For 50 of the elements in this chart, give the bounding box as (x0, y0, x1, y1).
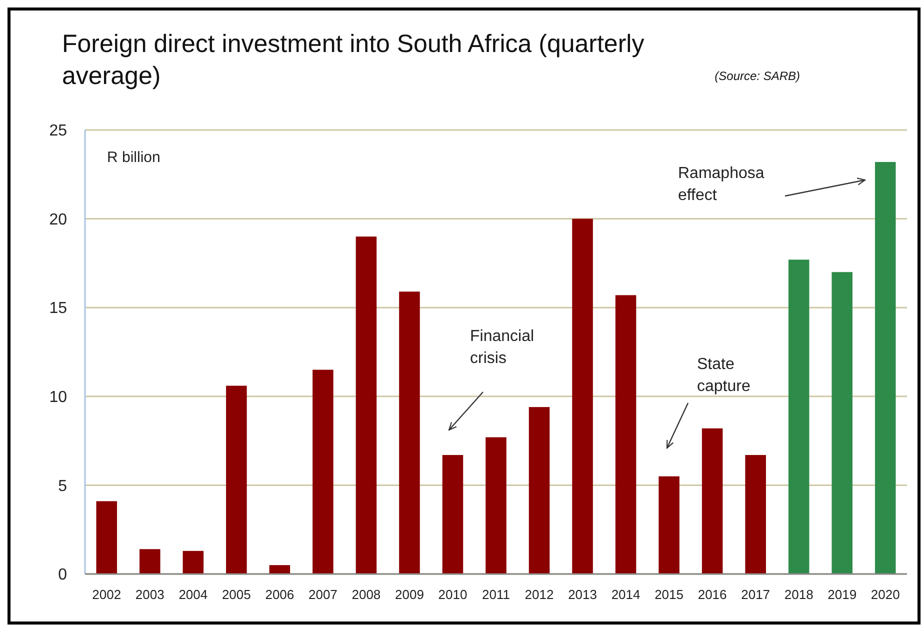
bar (572, 218, 593, 574)
y-axis-title: R billion (107, 149, 160, 166)
x-tick-label: 2014 (611, 587, 640, 602)
bar (356, 236, 377, 574)
x-tick-label: 2010 (438, 587, 468, 602)
x-tick-label: 2003 (135, 587, 164, 602)
x-tick-label: 2013 (568, 587, 597, 602)
y-tick-label: 20 (49, 211, 68, 228)
x-tick-label: 2016 (698, 587, 727, 602)
bar (226, 386, 247, 574)
y-tick-label: 0 (58, 566, 68, 584)
annotation: State capture (697, 356, 750, 395)
bar (745, 455, 766, 574)
chart-title: Foreign direct investment into South Africa (quarterly average) (62, 30, 645, 90)
x-tick-label: 2009 (395, 587, 424, 602)
bar (140, 549, 160, 574)
bar (874, 162, 896, 574)
x-tick-label: 2005 (222, 587, 251, 602)
text: (Source: SARB) (714, 69, 800, 83)
annotation: Ramaphosa effect (678, 165, 764, 204)
bar (832, 272, 852, 574)
x-tick-label: 2019 (828, 587, 857, 602)
x-tick-label: 2007 (308, 587, 338, 602)
bar (658, 476, 680, 574)
bar (702, 428, 723, 574)
annotation: Financial crisis (470, 328, 534, 367)
y-tick-label: 25 (49, 122, 68, 140)
x-tick-label: 2006 (265, 587, 294, 602)
y-tick-label: 5 (58, 478, 68, 495)
x-tick-label: 2004 (178, 587, 208, 602)
bar (182, 550, 204, 574)
bar (442, 455, 464, 574)
bar (269, 565, 290, 574)
x-tick-label: 2012 (524, 587, 554, 602)
bar (788, 260, 810, 574)
x-tick-label: 2011 (482, 587, 510, 602)
bar (615, 295, 636, 574)
x-tick-label: 2002 (92, 587, 122, 602)
x-tick-label: 2018 (784, 587, 814, 602)
x-tick-label: 2008 (352, 587, 381, 602)
bar (96, 501, 118, 574)
bar (528, 407, 550, 574)
bar (486, 437, 506, 574)
y-tick-label: 10 (49, 389, 68, 406)
bar (312, 370, 334, 574)
x-tick-label: 2020 (870, 587, 900, 602)
bar (399, 292, 420, 574)
x-tick-label: 2015 (654, 587, 684, 602)
y-tick-label: 15 (49, 300, 68, 318)
x-tick-label: 2017 (741, 587, 770, 602)
